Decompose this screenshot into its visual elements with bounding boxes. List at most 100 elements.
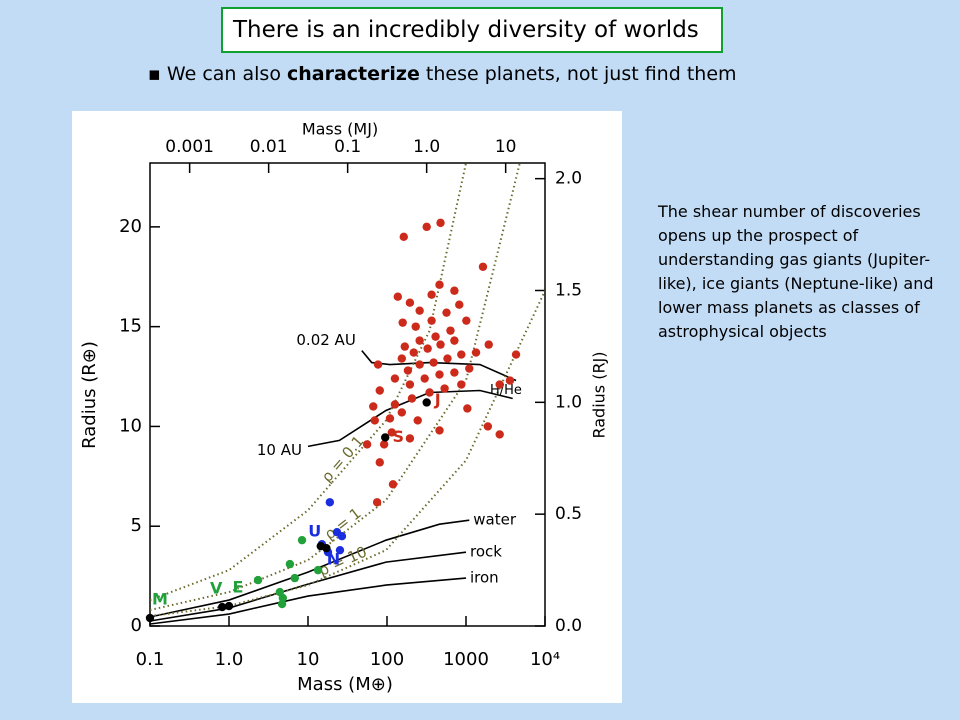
- planet-point: [415, 306, 424, 315]
- planet-point: [217, 602, 227, 612]
- y-tick-label: 20: [119, 216, 142, 237]
- planet-point: [411, 322, 420, 331]
- planet-point: [387, 428, 396, 437]
- y-tick-label: 5: [131, 515, 142, 536]
- planet-point: [337, 531, 347, 541]
- model-curve: [150, 551, 467, 622]
- planet-point: [446, 326, 455, 335]
- planet-point: [399, 232, 408, 242]
- y2-tick-label: 1.0: [555, 392, 582, 412]
- planet-point: [369, 402, 378, 411]
- planet-label: E: [233, 578, 244, 597]
- bullet-text: We can also: [166, 63, 287, 85]
- planet-point: [325, 498, 335, 507]
- curve-label: rock: [470, 543, 502, 561]
- planet-point: [471, 348, 481, 357]
- planet-point: [373, 360, 383, 369]
- planet-point: [313, 565, 323, 575]
- y-tick-label: 15: [119, 316, 142, 337]
- planet-point: [413, 416, 422, 425]
- planet-point: [422, 398, 431, 407]
- planet-point: [405, 380, 415, 389]
- planet-point: [443, 354, 452, 363]
- planet-point: [478, 262, 488, 271]
- bullet: ▪ We can also characterize these planets…: [148, 63, 737, 85]
- planet-point: [462, 316, 471, 325]
- x-tick-label: 1000: [443, 649, 489, 670]
- planet-point: [398, 318, 407, 327]
- y2-tick-label: 0.0: [555, 616, 582, 636]
- planet-point: [422, 222, 431, 232]
- x2-tick-label: 0.1: [334, 137, 361, 157]
- planet-point: [415, 360, 424, 369]
- planet-label: S: [392, 427, 404, 446]
- model-curve: [150, 577, 467, 625]
- curve-label: iron: [470, 569, 499, 587]
- planet-point: [435, 370, 444, 379]
- planet-point: [457, 380, 466, 389]
- planet-point: [297, 535, 307, 545]
- model-curve: [307, 389, 513, 448]
- planet-point: [390, 374, 400, 383]
- planet-point: [484, 340, 493, 349]
- model-curve: [150, 163, 467, 601]
- planet-point: [379, 440, 389, 449]
- x2-tick-label: 0.001: [165, 137, 214, 157]
- planet-point: [450, 286, 459, 295]
- planet-point: [483, 422, 493, 431]
- planet-point: [397, 408, 407, 417]
- planet-point: [436, 218, 445, 228]
- planet-point: [425, 388, 434, 397]
- body-text: The shear number of discoveries opens up…: [658, 202, 934, 341]
- planet-point: [420, 374, 429, 383]
- planet-point: [423, 344, 432, 353]
- planet-point: [450, 368, 459, 377]
- planet-point: [362, 440, 372, 449]
- curves: [150, 163, 545, 625]
- planet-point: [372, 498, 382, 507]
- planet-point: [495, 380, 504, 389]
- planet-point: [463, 404, 472, 413]
- planet-point: [409, 348, 418, 357]
- y2-tick-label: 1.5: [555, 280, 582, 300]
- x-axis-label: Mass (M⊕): [297, 674, 393, 695]
- model-curve: [150, 163, 521, 612]
- planet-point: [450, 336, 459, 345]
- planet-point: [397, 354, 407, 363]
- planet-point: [370, 416, 379, 425]
- x2-tick-label: 10: [495, 137, 517, 157]
- planet-label: M: [152, 590, 168, 609]
- y2-tick-label: 0.5: [555, 504, 582, 524]
- planet-point: [435, 280, 444, 289]
- planet-point: [427, 316, 436, 325]
- planet-label: U: [308, 522, 321, 541]
- x2-tick-label: 1.0: [413, 137, 440, 157]
- planet-point: [465, 364, 474, 373]
- chart: Mass (M⊕) Mass (MJ) Radius (R⊕) Radius (…: [72, 111, 622, 703]
- planet-point: [393, 292, 403, 301]
- y2-axis-label: Radius (RJ): [590, 351, 609, 438]
- curve-label: 0.02 AU: [296, 331, 355, 349]
- y-tick-label: 0: [131, 615, 142, 636]
- bullet-text: these planets, not just find them: [419, 63, 737, 85]
- x2-tick-label: 0.01: [250, 137, 288, 157]
- y-tick-label: 10: [119, 415, 142, 436]
- curve-label: water: [473, 511, 517, 529]
- planet-point: [375, 386, 384, 395]
- planet-point: [253, 575, 263, 585]
- planet-point: [407, 394, 417, 403]
- planet-label: V: [210, 579, 223, 598]
- planet-point: [429, 358, 438, 367]
- curve-label: 10 AU: [257, 441, 302, 459]
- planet-label: N: [327, 550, 340, 569]
- x-tick-label: 10: [297, 649, 320, 670]
- planet-point: [403, 366, 413, 375]
- chart-background: [72, 111, 622, 703]
- planet-point: [322, 543, 331, 553]
- planet-point: [455, 300, 464, 309]
- planet-point: [375, 458, 384, 467]
- planet-point: [224, 601, 234, 611]
- planet-point: [277, 599, 287, 609]
- planet-point: [405, 298, 415, 307]
